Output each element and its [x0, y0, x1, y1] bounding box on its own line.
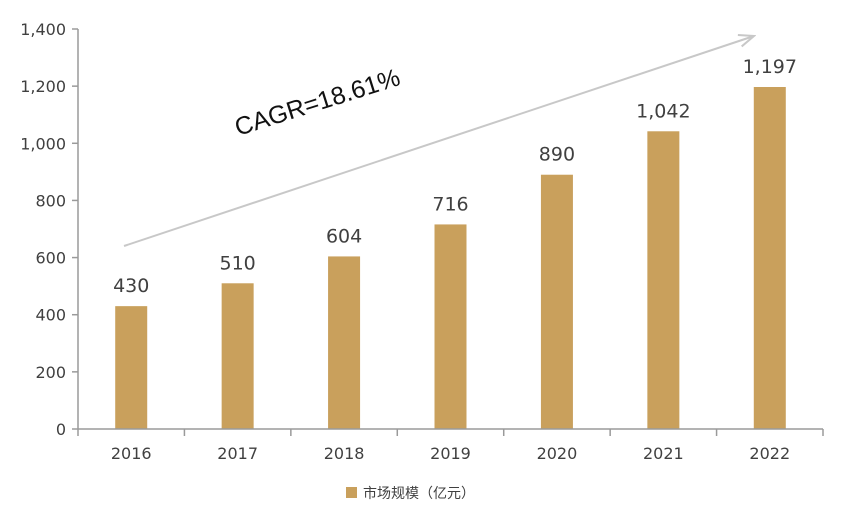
x-tick-label: 2017 [217, 444, 258, 463]
legend-swatch [346, 487, 357, 498]
legend-label: 市场规模（亿元） [363, 485, 475, 502]
bar-2018 [328, 256, 361, 429]
bar-value-label: 1,042 [636, 100, 690, 122]
y-tick-label: 1,000 [20, 134, 66, 153]
x-tick-label: 2020 [537, 444, 578, 463]
x-tick-label: 2018 [324, 444, 365, 463]
y-tick-label: 1,400 [20, 20, 66, 39]
bar-value-label: 1,197 [743, 56, 797, 78]
y-tick-label: 1,200 [20, 77, 66, 96]
bar-2020 [540, 174, 573, 429]
y-tick-label: 0 [56, 420, 66, 439]
bar-value-label: 510 [220, 252, 256, 274]
axes-layer [72, 28, 824, 436]
x-tick-label: 2019 [430, 444, 471, 463]
bar-value-label: 430 [113, 275, 149, 297]
cagr-annotation: CAGR=18.61% [231, 63, 403, 141]
bar-value-label: 716 [432, 193, 468, 215]
x-tick-label: 2021 [643, 444, 684, 463]
bars-layer [115, 87, 786, 430]
labels-layer: 0 200 400 600 800 1,000 1,200 1,400 2016 430 2017 5… [20, 20, 797, 463]
x-tick-label: 2022 [749, 444, 790, 463]
bar-2016 [115, 306, 148, 429]
bar-2021 [647, 131, 680, 430]
bar-value-label: 604 [326, 225, 362, 247]
bar-2019 [434, 224, 467, 429]
growth-trend-arrow [123, 36, 754, 247]
y-tick-label: 600 [35, 249, 66, 268]
y-tick-label: 400 [35, 306, 66, 325]
bar-value-label: 890 [539, 144, 575, 166]
bar-2017 [221, 283, 254, 429]
y-tick-label: 800 [35, 191, 66, 210]
legend: 市场规模（亿元） [346, 485, 475, 502]
bar-2022 [753, 87, 786, 429]
x-tick-label: 2016 [111, 444, 152, 463]
y-tick-label: 200 [35, 363, 66, 382]
